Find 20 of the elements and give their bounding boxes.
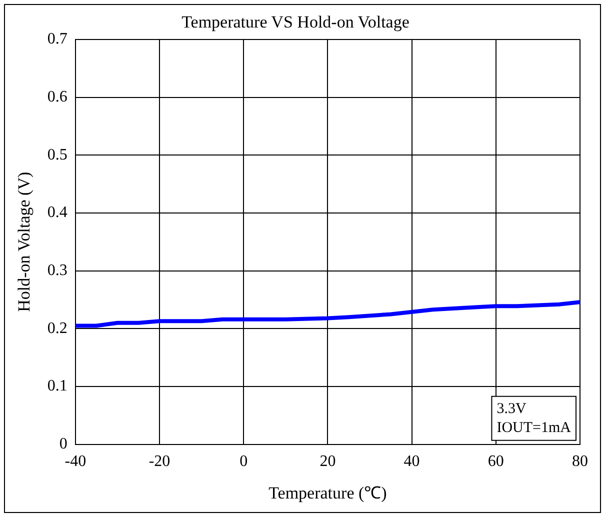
annotation: IOUT=1mA — [496, 420, 572, 436]
x-tick-label: -20 — [148, 453, 170, 470]
x-tick-label: 80 — [572, 453, 588, 470]
x-tick-label: -40 — [64, 453, 86, 470]
y-tick-label: 0.5 — [47, 146, 68, 164]
x-tick-label: 40 — [404, 453, 420, 470]
y-tick-label: 0.7 — [47, 30, 68, 48]
y-tick-label: 0 — [59, 436, 68, 453]
chart-title: Temperature VS Hold-on Voltage — [182, 12, 410, 32]
y-tick-label: 0.3 — [47, 262, 68, 280]
x-axis-title: Temperature (℃) — [268, 483, 387, 502]
y-tick-label: 0.4 — [47, 204, 68, 222]
x-tick-label: 0 — [240, 453, 248, 470]
x-tick-label: 60 — [488, 453, 504, 470]
x-tick-label: 20 — [320, 453, 336, 470]
y-tick-label: 0.1 — [47, 378, 68, 395]
annotation: 3.3V — [496, 400, 526, 417]
y-axis-title: Hold-on Voltage (V) — [14, 172, 34, 312]
y-tick-label: 0.6 — [47, 88, 68, 106]
y-tick-label: 0.2 — [47, 320, 68, 337]
